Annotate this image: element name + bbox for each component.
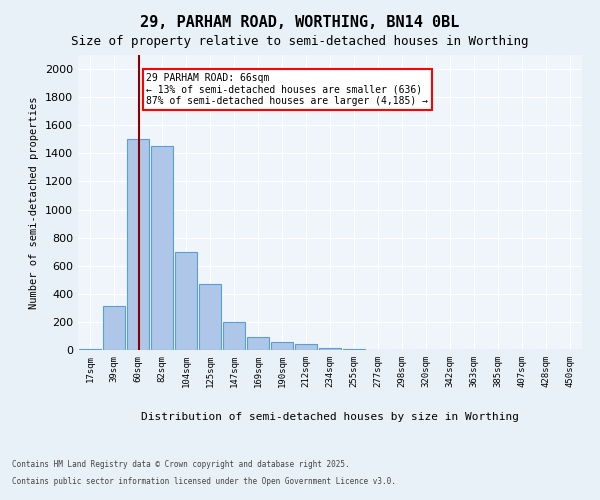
Text: Size of property relative to semi-detached houses in Worthing: Size of property relative to semi-detach… [71,35,529,48]
Bar [199,284,221,350]
Bar [295,344,317,350]
Text: Contains HM Land Registry data © Crown copyright and database right 2025.: Contains HM Land Registry data © Crown c… [12,460,350,469]
Bar [127,140,149,350]
Text: Distribution of semi-detached houses by size in Worthing: Distribution of semi-detached houses by … [141,412,519,422]
Text: Contains public sector information licensed under the Open Government Licence v3: Contains public sector information licen… [12,478,396,486]
Bar [319,348,341,350]
Bar [343,349,365,350]
Bar [271,342,293,350]
Y-axis label: Number of semi-detached properties: Number of semi-detached properties [29,96,40,308]
Text: 29, PARHAM ROAD, WORTHING, BN14 0BL: 29, PARHAM ROAD, WORTHING, BN14 0BL [140,15,460,30]
Bar [79,348,101,350]
Bar [175,252,197,350]
Bar [151,146,173,350]
Bar [103,306,125,350]
Text: 29 PARHAM ROAD: 66sqm
← 13% of semi-detached houses are smaller (636)
87% of sem: 29 PARHAM ROAD: 66sqm ← 13% of semi-deta… [146,74,428,106]
Bar [247,338,269,350]
Bar [223,322,245,350]
